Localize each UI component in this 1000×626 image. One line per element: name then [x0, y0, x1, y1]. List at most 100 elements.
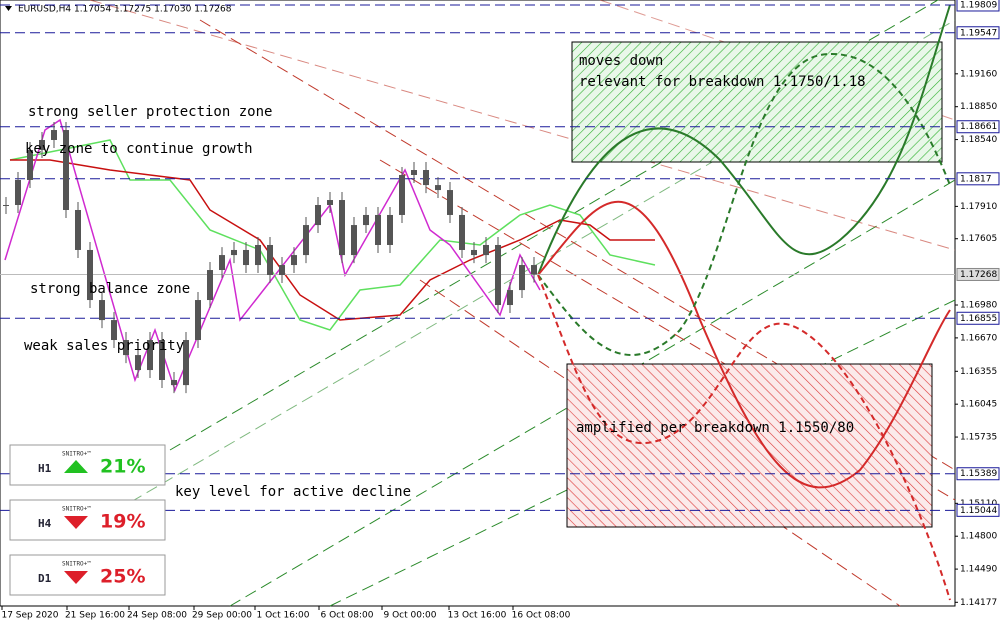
level-label-box	[956, 26, 1000, 40]
y-tick-label: 1.14800	[960, 532, 997, 542]
candle	[231, 249, 237, 256]
candle	[507, 290, 513, 306]
signal-brand: SNITRO+™	[62, 561, 91, 568]
candle	[279, 265, 285, 276]
candle	[387, 214, 393, 245]
signal-arrow	[64, 571, 88, 584]
level-label: 1.19809	[960, 0, 997, 10]
candle	[267, 244, 273, 276]
level-label: 1.15389	[960, 469, 997, 479]
candle	[87, 249, 93, 301]
candle	[435, 185, 441, 191]
target-box-up	[571, 41, 943, 163]
x-tick-label: 21 Sep 16:00	[65, 611, 125, 621]
candle	[219, 255, 225, 271]
y-tick-label: 1.15735	[960, 433, 997, 443]
x-tick-label: 16 Oct 08:00	[512, 611, 571, 621]
candle	[135, 355, 141, 371]
candle	[111, 320, 117, 341]
level-label-box	[956, 503, 1000, 517]
candle	[51, 130, 57, 140]
candle	[15, 179, 21, 206]
candle	[495, 244, 501, 306]
signal-brand: SNITRO+™	[62, 506, 91, 513]
signal-value: 25%	[100, 566, 145, 588]
level-label-box	[956, 120, 1000, 134]
y-tick-label: 1.18540	[960, 135, 997, 145]
x-tick-label: 13 Oct 16:00	[448, 611, 507, 621]
forecast-curves	[537, 4, 951, 601]
annotation: key zone to continue growth	[25, 141, 253, 157]
x-tick-label: 9 Oct 00:00	[384, 611, 437, 621]
candle	[255, 244, 261, 266]
candle	[471, 249, 477, 256]
level-label: 1.19547	[960, 28, 997, 38]
candle	[315, 205, 321, 226]
candle	[207, 270, 213, 301]
level-label: 1.15044	[960, 506, 997, 516]
candle	[531, 265, 537, 275]
level-label-box	[956, 172, 1000, 186]
x-tick-label: 1 Oct 16:00	[257, 611, 310, 621]
signal-timeframe: H4	[38, 517, 52, 530]
target-box-down	[566, 363, 933, 528]
signal-box	[9, 554, 166, 596]
candle	[483, 244, 489, 256]
level-label-box	[956, 0, 1000, 12]
y-tick-label: 1.14177	[960, 598, 997, 608]
y-tick-label: 1.16980	[960, 301, 997, 311]
annotation: key level for active decline	[175, 484, 411, 500]
candle	[303, 225, 309, 256]
y-tick-label: 1.16355	[960, 367, 997, 377]
candle	[339, 200, 345, 256]
signal-panel: H4 SNITRO+™ 19%	[9, 499, 166, 541]
y-tick-label: 1.18850	[960, 102, 997, 112]
candle	[375, 214, 381, 245]
current-price-box	[956, 267, 1000, 281]
candle	[351, 225, 357, 256]
candle	[459, 214, 465, 250]
signal-arrow	[64, 516, 88, 529]
level-label-box	[956, 467, 1000, 481]
indicator-lines	[4, 118, 656, 393]
candle	[147, 340, 153, 371]
annotation: strong seller protection zone	[28, 104, 272, 120]
level-label: 1.16855	[960, 314, 997, 324]
candle	[423, 170, 429, 186]
x-tick-label: 17 Sep 2020	[1, 611, 58, 621]
candle	[63, 130, 69, 210]
y-tick-label: 1.17605	[960, 234, 997, 244]
candle	[159, 340, 165, 380]
candle	[411, 170, 417, 175]
box-note: moves down	[579, 53, 663, 69]
candle	[99, 300, 105, 321]
box-note: amplified per breakdown 1.1550/80	[576, 420, 854, 436]
y-tick-label: 1.19160	[960, 69, 997, 79]
candle	[399, 174, 405, 215]
signal-box	[9, 499, 166, 541]
x-tick-label: 29 Sep 00:00	[192, 611, 252, 621]
level-label: 1.18661	[960, 122, 997, 132]
candle	[519, 265, 525, 291]
y-tick-label: 1.16670	[960, 333, 997, 343]
candle	[291, 255, 297, 266]
candle	[447, 190, 453, 215]
y-tick-label: 1.16045	[960, 400, 997, 410]
candle	[363, 214, 369, 226]
signal-panel: D1 SNITRO+™ 25%	[9, 554, 166, 596]
y-tick-label: 1.17910	[960, 202, 997, 212]
candle	[27, 149, 33, 180]
annotation: weak sales priority	[24, 338, 184, 354]
candle	[75, 209, 81, 250]
candle	[3, 205, 9, 207]
x-tick-label: 24 Sep 08:00	[127, 611, 187, 621]
box-note: relevant for breakdown 1.1750/1.18	[579, 74, 866, 90]
candle	[327, 200, 333, 206]
x-tick-label: 6 Oct 08:00	[321, 611, 374, 621]
signal-timeframe: D1	[38, 572, 52, 585]
candle	[243, 249, 249, 266]
level-label-box	[956, 311, 1000, 325]
y-tick-label: 1.14490	[960, 565, 997, 575]
signal-panel: H1 SNITRO+™ 21%	[9, 444, 166, 486]
